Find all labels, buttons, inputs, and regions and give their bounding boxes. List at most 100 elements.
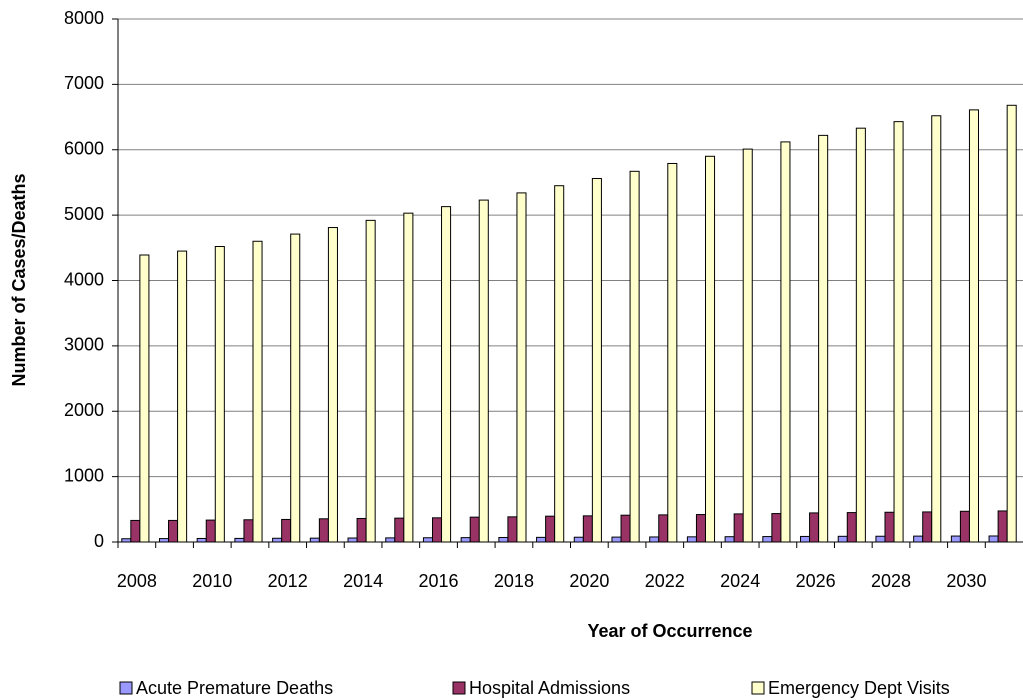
bar bbox=[884, 511, 895, 543]
bar bbox=[347, 537, 358, 543]
bar bbox=[441, 206, 452, 543]
x-tick-label: 2014 bbox=[343, 571, 383, 591]
y-axis-title: Number of Cases/Deaths bbox=[9, 173, 29, 386]
bar bbox=[837, 535, 848, 543]
bar bbox=[724, 536, 735, 543]
bar bbox=[196, 537, 207, 543]
bar bbox=[893, 121, 904, 543]
bar bbox=[780, 141, 791, 543]
bar bbox=[243, 519, 254, 543]
bar bbox=[818, 134, 829, 543]
bar bbox=[742, 148, 753, 543]
x-tick-label: 2028 bbox=[871, 571, 911, 591]
y-tick-label: 2000 bbox=[64, 400, 104, 420]
bar bbox=[649, 536, 660, 543]
bar bbox=[950, 535, 961, 543]
bar bbox=[913, 535, 924, 543]
x-tick-label: 2026 bbox=[796, 571, 836, 591]
x-tick-label: 2010 bbox=[192, 571, 232, 591]
y-tick-label: 6000 bbox=[64, 139, 104, 159]
bar bbox=[205, 519, 216, 543]
bar bbox=[460, 537, 471, 543]
bar bbox=[554, 185, 565, 543]
legend-label: Acute Premature Deaths bbox=[136, 678, 333, 698]
legend-label: Emergency Dept Visits bbox=[768, 678, 950, 698]
bar bbox=[403, 212, 414, 543]
bar bbox=[177, 250, 188, 543]
bar bbox=[695, 514, 706, 543]
bar bbox=[875, 535, 886, 543]
bar bbox=[318, 518, 329, 543]
bar bbox=[545, 515, 556, 543]
bar bbox=[620, 514, 631, 543]
bar bbox=[997, 510, 1008, 543]
bar bbox=[931, 115, 942, 543]
bar bbox=[704, 155, 716, 543]
x-tick-label: 2020 bbox=[569, 571, 609, 591]
bar bbox=[422, 537, 433, 543]
legend-swatch bbox=[119, 681, 133, 695]
bar bbox=[611, 536, 622, 543]
bar bbox=[629, 170, 640, 543]
x-tick-label: 2012 bbox=[268, 571, 308, 591]
bar bbox=[252, 240, 263, 543]
bar bbox=[516, 192, 527, 543]
legend-swatch bbox=[751, 681, 765, 695]
x-tick-label: 2024 bbox=[720, 571, 760, 591]
bar bbox=[281, 518, 292, 543]
bar bbox=[327, 227, 338, 543]
bar bbox=[385, 537, 396, 543]
x-axis-title: Year of Occurrence bbox=[587, 621, 752, 641]
bar bbox=[686, 536, 697, 543]
bar bbox=[469, 516, 480, 543]
bar bbox=[158, 538, 170, 543]
bar bbox=[309, 537, 320, 543]
bar bbox=[234, 537, 245, 543]
bar bbox=[498, 536, 509, 543]
bar bbox=[168, 519, 179, 543]
bar bbox=[959, 510, 970, 543]
bar bbox=[394, 517, 405, 543]
legend-swatch bbox=[452, 681, 466, 695]
y-tick-label: 5000 bbox=[64, 204, 104, 224]
x-tick-label: 2030 bbox=[946, 571, 986, 591]
bar bbox=[356, 517, 367, 543]
bar bbox=[658, 514, 669, 543]
bar bbox=[846, 512, 857, 543]
bar bbox=[855, 127, 866, 543]
bar bbox=[771, 513, 782, 543]
bar bbox=[591, 178, 602, 543]
x-tick-label: 2018 bbox=[494, 571, 534, 591]
y-tick-label: 8000 bbox=[64, 8, 104, 28]
bar bbox=[431, 517, 443, 543]
bar bbox=[809, 512, 820, 543]
bar bbox=[478, 199, 489, 543]
bar bbox=[667, 162, 678, 543]
bar bbox=[507, 516, 518, 543]
x-tick-label: 2022 bbox=[645, 571, 685, 591]
bar bbox=[536, 536, 547, 543]
bar bbox=[800, 535, 811, 543]
bar bbox=[121, 538, 132, 543]
x-tick-label: 2016 bbox=[418, 571, 458, 591]
bar bbox=[214, 246, 225, 543]
bar bbox=[968, 109, 980, 543]
bar bbox=[139, 254, 150, 543]
bar bbox=[290, 233, 301, 543]
y-tick-label: 4000 bbox=[64, 269, 104, 289]
y-tick-label: 0 bbox=[94, 531, 104, 551]
x-tick-label: 2008 bbox=[117, 571, 157, 591]
bar bbox=[988, 535, 999, 543]
bar bbox=[573, 536, 584, 543]
bar bbox=[130, 519, 141, 543]
bar bbox=[272, 537, 283, 543]
legend-label: Hospital Admissions bbox=[469, 678, 630, 698]
y-tick-label: 1000 bbox=[64, 465, 104, 485]
y-tick-label: 3000 bbox=[64, 335, 104, 355]
bar bbox=[582, 515, 593, 543]
bar bbox=[365, 219, 376, 543]
bar bbox=[762, 536, 773, 543]
bar bbox=[1006, 104, 1017, 543]
bar bbox=[922, 511, 933, 543]
